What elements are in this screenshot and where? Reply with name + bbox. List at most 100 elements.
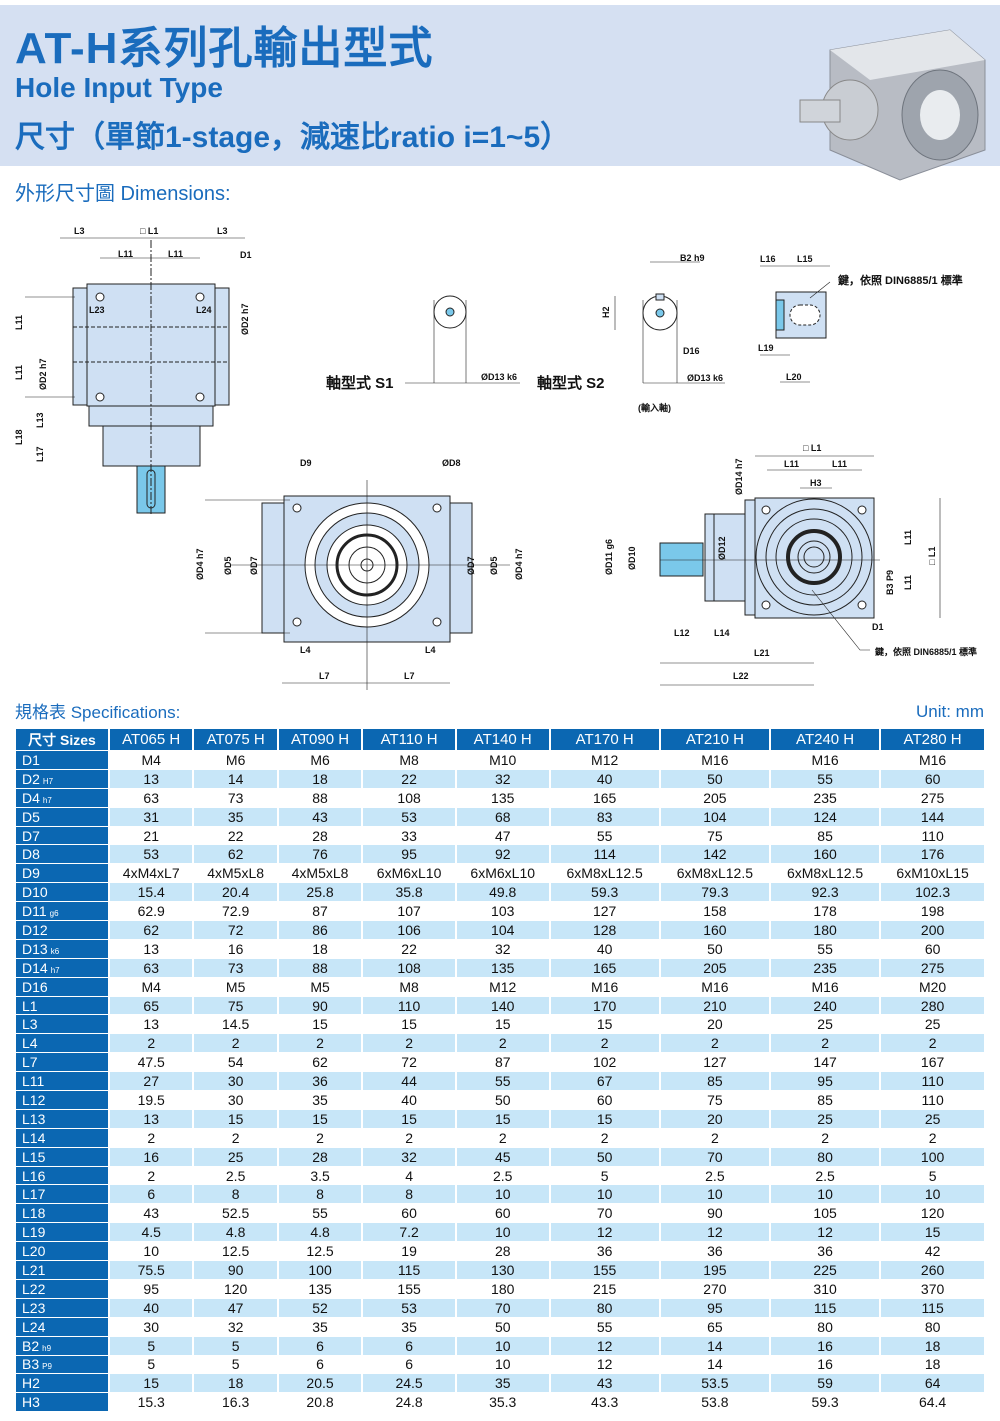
row-name: D7 [22,827,40,844]
unit-label: Unit: mm [916,702,984,721]
row-name: D4 [22,789,40,806]
table-cell: 62 [312,1054,328,1071]
row-label: D7 [16,826,108,845]
table-cell: 205 [660,958,769,977]
row-label: L4 [16,1034,108,1053]
table-row: D7 21 22 28 33 47 55 75 85 110 [16,826,984,845]
table-row: D1 M4 M6 M6 M8 M10 M12 M16 M16 M16 [16,751,984,769]
table-cell: 59.3 [550,883,659,902]
row-label: D12 [16,921,108,939]
table-cell: 68 [456,807,549,826]
table-cell: 22 [401,940,417,957]
table-cell: 2 [660,1034,769,1053]
table-row: L4 2 2 2 2 2 2 2 2 2 [16,1034,984,1053]
table-cell: 90 [194,1261,277,1279]
table-cell: 4 [405,1167,413,1184]
table-cell: 15 [456,1109,549,1128]
dim-label: D16 [683,346,700,356]
table-cell: 14 [707,1356,723,1373]
table-cell: 10 [143,1243,159,1260]
table-cell: 115 [363,1261,455,1279]
table-cell: 160 [660,921,769,939]
row-name: L18 [22,1205,46,1222]
table-row: L22 95 120 135 155 180 215 270 310 370 [16,1279,984,1298]
row-label: D10 [16,883,108,902]
table-cell: 3.5 [310,1167,330,1184]
table-cell: M16 [811,978,839,995]
row-name: L4 [22,1035,38,1052]
table-cell: 105 [813,1205,837,1222]
row-name: L19 [22,1224,46,1241]
table-cell: 55 [596,827,613,844]
table-cell: 30 [227,1091,244,1108]
table-cell: 144 [881,807,984,826]
table-cell: 87 [312,903,328,920]
table-cell: 85 [817,827,833,844]
table-cell: 2 [550,1034,659,1053]
table-row: D8 53 62 76 95 92 114 142 160 176 [16,845,984,864]
table-cell: 32 [494,940,511,957]
table-cell: M8 [399,978,419,995]
table-cell: 135 [308,1280,332,1297]
table-cell: 55 [456,1072,549,1091]
corner-header: 尺寸 Sizes [16,729,108,750]
table-cell: 10 [881,1185,984,1204]
specifications-table: 尺寸 Sizes AT065 H AT075 H AT090 H AT110 H AT1… [14,728,986,1412]
tolerance-class: H7 [42,776,54,786]
table-cell: 70 [456,1298,549,1317]
dim-label: B3 P9 [885,570,895,595]
table-cell: 70 [596,1205,613,1222]
row-name: B2 [22,1337,40,1354]
table-cell: 178 [813,903,837,920]
table-cell: 10 [456,1336,549,1355]
table-cell: 8 [278,1185,362,1204]
table-cell: 108 [397,789,421,806]
table-cell: 79.3 [660,883,769,902]
table-row: L11 27 30 36 44 55 67 85 95 110 [16,1072,984,1091]
table-cell: 147 [813,1054,837,1071]
row-label: H2 [16,1374,108,1393]
specifications-heading: 規格表 Specifications: [15,703,181,722]
table-row: L16 2 2.5 3.5 4 2.5 5 2.5 2.5 5 [16,1166,984,1185]
table-cell: 210 [660,996,769,1015]
table-cell: 140 [456,996,549,1015]
table-cell: 52.5 [222,1205,250,1222]
table-row: L19 4.5 4.8 4.8 7.2 10 12 12 12 15 [16,1223,984,1242]
table-cell: 4.8 [278,1223,362,1242]
table-cell: 170 [550,996,659,1015]
row-name: B3 [22,1356,40,1373]
table-cell: 2 [928,1129,937,1146]
dim-label: L7 [404,671,415,681]
table-cell: 75.5 [110,1261,193,1279]
table-cell: 195 [660,1261,769,1279]
table-cell: 4xM5xL8 [291,865,349,882]
table-row: L20 10 12.5 12.5 19 28 36 36 36 42 [16,1242,984,1261]
dim-label: ØD8 [442,458,461,468]
table-cell: 52 [278,1298,362,1317]
model-header: AT280 H [881,729,984,750]
table-cell: 12 [596,1356,613,1373]
table-cell: 110 [363,996,455,1015]
table-cell: 73 [227,789,244,806]
table-cell: 2 [710,1129,719,1146]
dim-label: L11 [14,365,24,380]
dim-label: ØD2 h7 [38,358,48,390]
table-cell: 27 [110,1072,193,1091]
dim-label: ØD4 h7 [195,548,205,580]
table-cell: 176 [881,845,984,864]
table-cell: 235 [770,958,880,977]
table-cell: 59.3 [811,1394,839,1411]
tolerance-class: h7 [50,965,60,975]
table-cell: 106 [363,921,455,939]
table-cell: 2 [600,1129,609,1146]
table-cell: M4 [141,978,161,995]
table-cell: 25 [881,1109,984,1128]
table-row: D14 h7 63 73 88 108 135 165 205 235 275 [16,958,984,977]
table-cell: 120 [223,1280,248,1297]
table-cell: 24.5 [363,1374,455,1393]
table-cell: 80 [770,1147,880,1166]
table-cell: 55 [770,769,880,788]
table-cell: 13 [110,1109,193,1128]
table-cell: 124 [770,807,880,826]
table-row: L21 75.5 90 100 115 130 155 195 225 260 [16,1261,984,1279]
